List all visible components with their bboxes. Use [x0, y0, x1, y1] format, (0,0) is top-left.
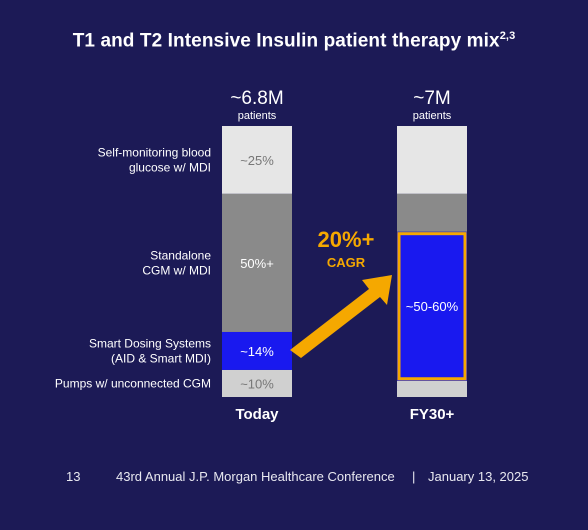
- series-label: Self-monitoring blood: [98, 145, 211, 159]
- bar-data-label: ~25%: [240, 153, 274, 168]
- bar-data-label: ~50-60%: [406, 299, 459, 314]
- stacked-bar-chart: ~10%~14%50%+~25%Today~6.8Mpatients~50-60…: [55, 88, 467, 423]
- bar-segment-fy30-0: [397, 380, 467, 397]
- cagr-value: 20%+: [318, 227, 375, 252]
- bar-segment-today-3: [222, 126, 292, 194]
- bar-segment-fy30-1: [397, 231, 467, 381]
- bar-segment-today-0: [222, 369, 292, 397]
- bar-segment-today-1: [222, 331, 292, 370]
- category-label: FY30+: [410, 406, 455, 423]
- category-label: Today: [235, 406, 279, 423]
- series-label: Standalone: [150, 248, 211, 262]
- footer-date: January 13, 2025: [428, 469, 529, 484]
- footer-page-number: 13: [66, 469, 81, 484]
- title-superscript: 2,3: [499, 30, 516, 42]
- bar-total-unit: patients: [413, 110, 452, 122]
- growth-arrow: [290, 275, 392, 358]
- footer-separator: |: [412, 469, 416, 484]
- cagr-label: CAGR: [327, 255, 366, 270]
- series-label: glucose w/ MDI: [129, 160, 211, 174]
- bar-data-label: ~14%: [240, 344, 274, 359]
- bar-segment-today-2: [222, 193, 292, 332]
- bar-segment-fy30-2: [397, 193, 467, 232]
- highlight-border: [397, 232, 467, 381]
- title-text: T1 and T2 Intensive Insulin patient ther…: [72, 30, 500, 52]
- bar-data-label: ~10%: [240, 376, 274, 391]
- bar-segment-fy30-3: [397, 126, 467, 194]
- bar-data-label: 50%+: [240, 256, 274, 271]
- bar-total-label: ~6.8M: [230, 88, 283, 109]
- footer-conference: 43rd Annual J.P. Morgan Healthcare Confe…: [116, 469, 395, 484]
- series-label: Smart Dosing Systems: [89, 336, 211, 350]
- bar-total-label: ~7M: [413, 88, 451, 109]
- series-label: Pumps w/ unconnected CGM: [55, 376, 211, 390]
- series-label: (AID & Smart MDI): [111, 351, 211, 365]
- bar-total-unit: patients: [238, 110, 277, 122]
- page-title: T1 and T2 Intensive Insulin patient ther…: [0, 30, 588, 52]
- series-label: CGM w/ MDI: [142, 263, 211, 277]
